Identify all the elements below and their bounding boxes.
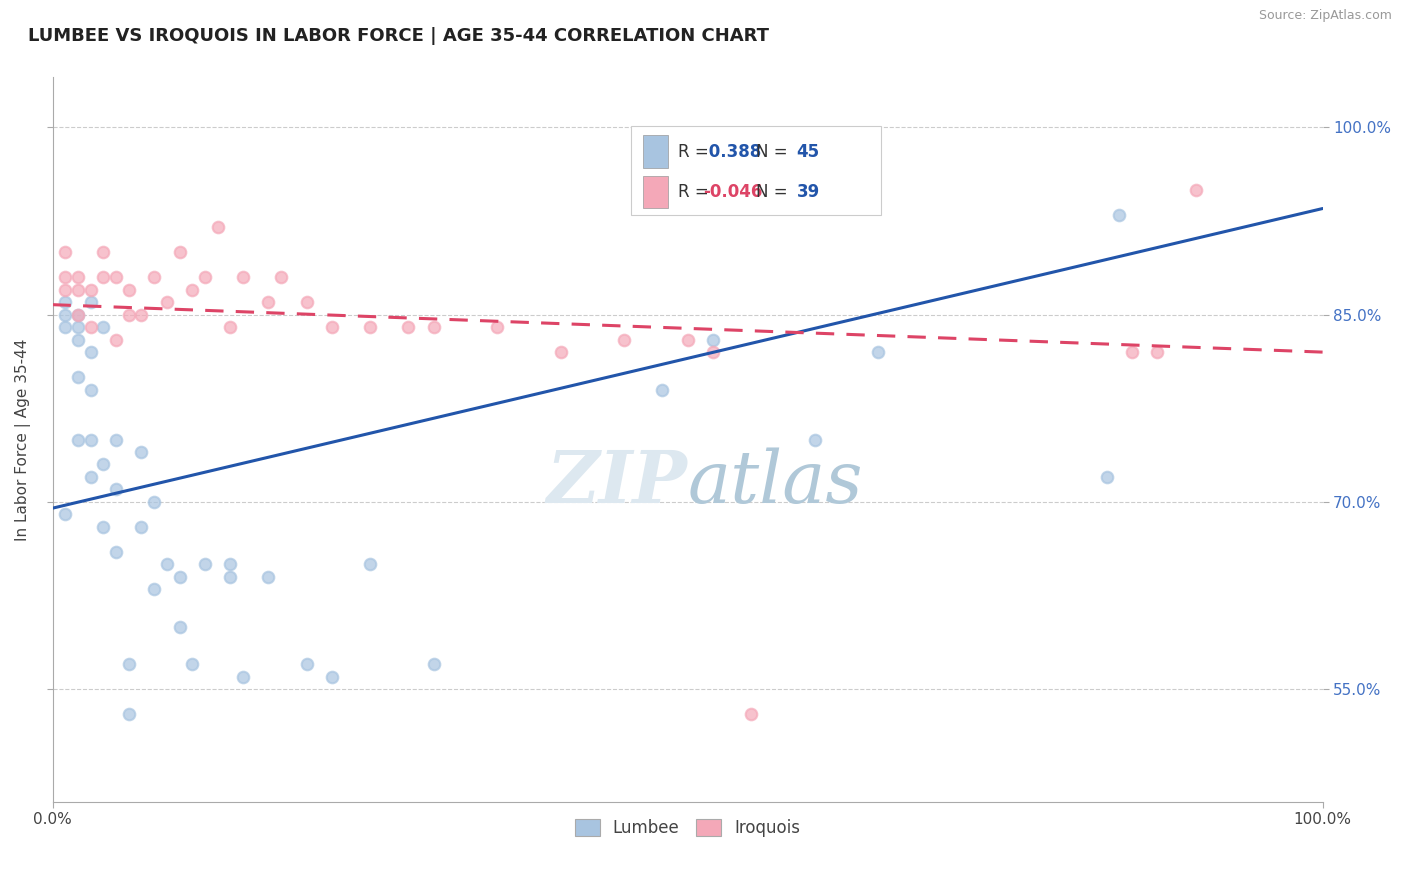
Point [79, 283, 101, 297]
Point [181, 283, 204, 297]
Point [53, 270, 76, 285]
Point [79, 295, 101, 310]
Text: 39: 39 [796, 183, 820, 201]
Text: 0.388: 0.388 [703, 143, 762, 161]
Point [143, 582, 166, 597]
Point [486, 320, 509, 334]
Point [169, 245, 191, 260]
Point [91, 458, 114, 472]
Point [131, 520, 153, 534]
Point [66, 308, 89, 322]
Y-axis label: In Labor Force | Age 35-44: In Labor Force | Age 35-44 [15, 338, 31, 541]
Point [295, 657, 318, 672]
Point [359, 558, 381, 572]
Point [219, 558, 242, 572]
Text: ZIP: ZIP [547, 448, 688, 518]
Point [53, 320, 76, 334]
Point [740, 707, 762, 722]
Point [1146, 345, 1168, 359]
Point [66, 333, 89, 347]
Point [156, 295, 179, 310]
Point [359, 320, 381, 334]
Point [422, 320, 444, 334]
Text: LUMBEE VS IROQUOIS IN LABOR FORCE | AGE 35-44 CORRELATION CHART: LUMBEE VS IROQUOIS IN LABOR FORCE | AGE … [28, 27, 769, 45]
Text: R =: R = [678, 143, 713, 161]
Point [181, 657, 204, 672]
Point [105, 483, 128, 497]
Point [550, 345, 572, 359]
Point [207, 220, 229, 235]
Text: 45: 45 [796, 143, 820, 161]
Point [91, 520, 114, 534]
Point [143, 270, 166, 285]
Point [118, 283, 141, 297]
Point [105, 433, 128, 447]
Text: atlas: atlas [688, 448, 863, 518]
Text: N =: N = [756, 143, 793, 161]
Text: N =: N = [756, 183, 793, 201]
Point [232, 670, 254, 684]
Point [232, 270, 254, 285]
Point [91, 245, 114, 260]
Point [1184, 183, 1206, 197]
Point [219, 320, 242, 334]
Legend: Lumbee, Iroquois: Lumbee, Iroquois [568, 813, 807, 844]
Point [270, 270, 292, 285]
Text: R =: R = [678, 183, 713, 201]
Point [702, 345, 724, 359]
Point [53, 308, 76, 322]
Point [613, 333, 636, 347]
Point [66, 270, 89, 285]
Point [53, 508, 76, 522]
Point [702, 333, 724, 347]
Point [79, 320, 101, 334]
Point [1108, 208, 1130, 222]
Point [105, 545, 128, 559]
Point [257, 295, 280, 310]
Point [91, 270, 114, 285]
Point [169, 620, 191, 634]
Point [396, 320, 419, 334]
Point [219, 570, 242, 584]
Point [1121, 345, 1143, 359]
Point [321, 320, 343, 334]
Point [321, 670, 343, 684]
Text: -0.046: -0.046 [703, 183, 762, 201]
Point [131, 445, 153, 459]
Point [79, 470, 101, 484]
Point [169, 570, 191, 584]
Point [868, 345, 890, 359]
Point [194, 558, 217, 572]
Point [422, 657, 444, 672]
Point [79, 383, 101, 397]
Point [66, 370, 89, 384]
Point [118, 707, 141, 722]
Point [53, 295, 76, 310]
Point [295, 295, 318, 310]
Point [66, 283, 89, 297]
Point [53, 283, 76, 297]
Point [118, 657, 141, 672]
Point [257, 570, 280, 584]
Point [79, 433, 101, 447]
Point [676, 333, 699, 347]
Point [105, 333, 128, 347]
Point [156, 558, 179, 572]
Point [66, 308, 89, 322]
Point [143, 495, 166, 509]
Point [53, 245, 76, 260]
Point [79, 345, 101, 359]
Point [105, 270, 128, 285]
Point [194, 270, 217, 285]
Point [66, 320, 89, 334]
Point [803, 433, 825, 447]
Point [1095, 470, 1118, 484]
Point [131, 308, 153, 322]
Text: Source: ZipAtlas.com: Source: ZipAtlas.com [1258, 9, 1392, 22]
Point [66, 433, 89, 447]
Point [91, 320, 114, 334]
Point [118, 308, 141, 322]
Point [651, 383, 673, 397]
